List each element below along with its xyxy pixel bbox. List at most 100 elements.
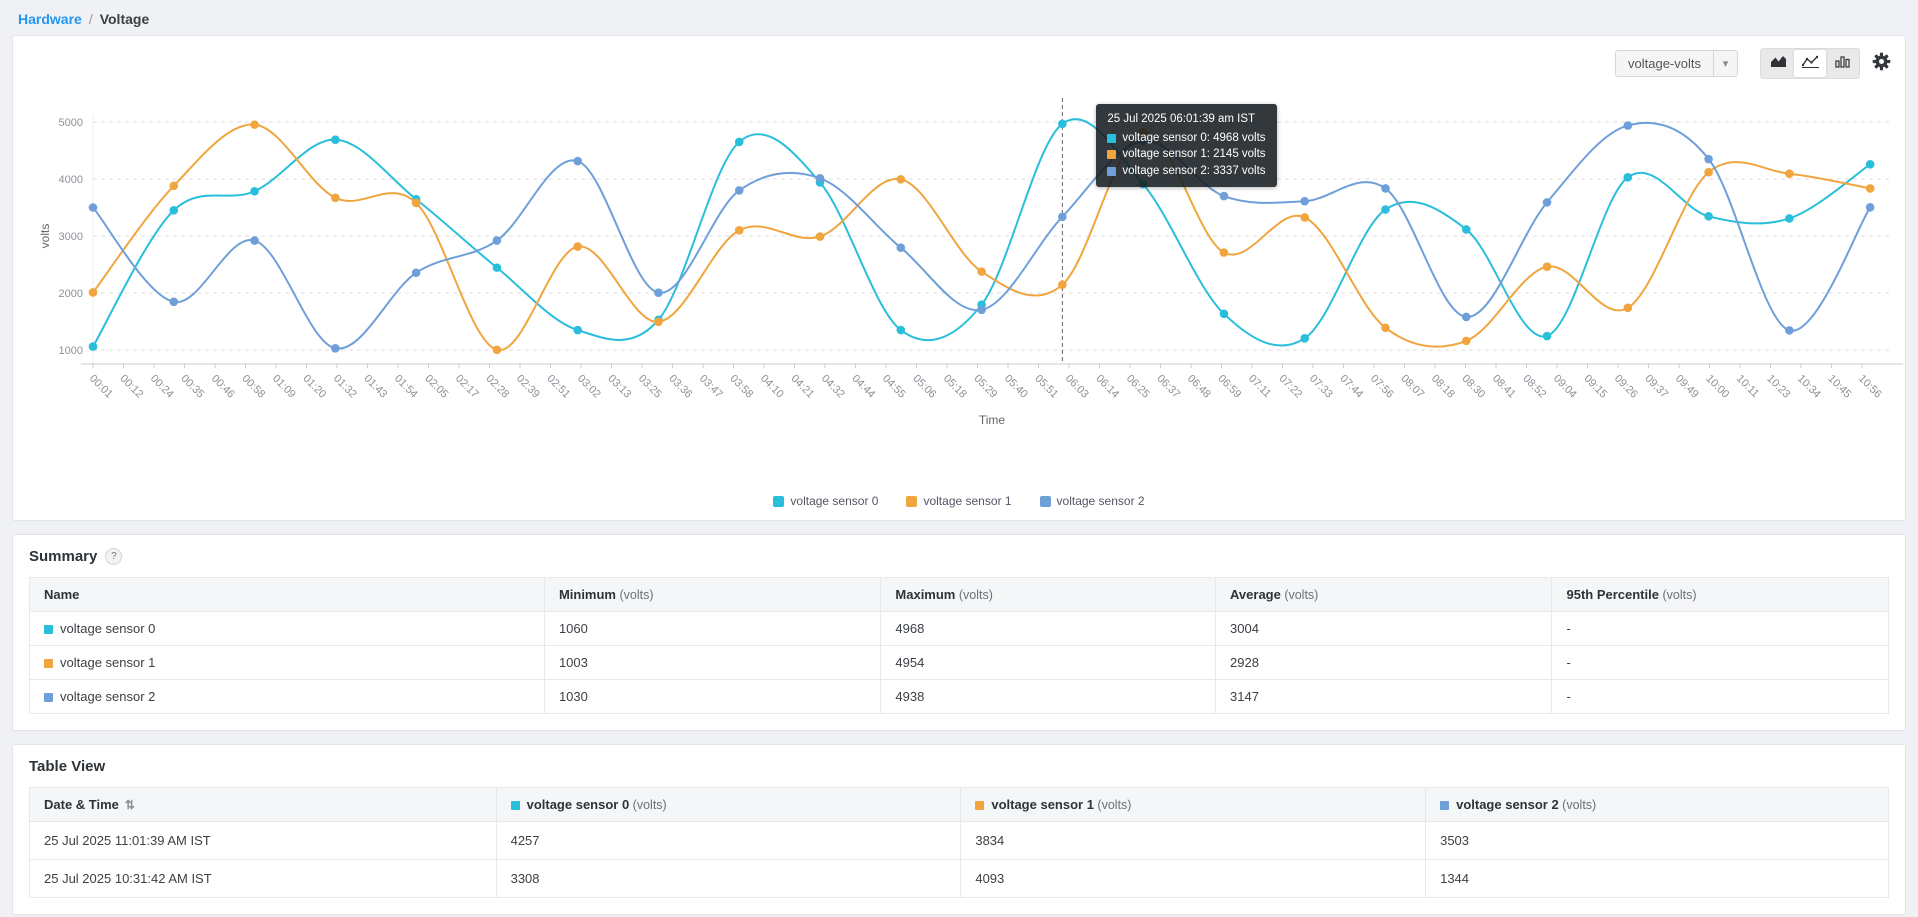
- data-point-marker[interactable]: [573, 325, 582, 335]
- area-chart-button[interactable]: [1762, 50, 1794, 77]
- data-point-marker[interactable]: [977, 267, 986, 276]
- data-point-marker[interactable]: [1542, 262, 1552, 271]
- data-point-marker[interactable]: [573, 156, 582, 166]
- data-point-marker[interactable]: [896, 174, 906, 184]
- x-axis-tick: 04:44: [849, 373, 877, 401]
- bar-chart-button[interactable]: [1826, 50, 1858, 77]
- data-point-marker[interactable]: [1461, 312, 1471, 322]
- series-swatch-icon: [906, 495, 918, 507]
- data-point-marker[interactable]: [654, 288, 663, 298]
- data-point-marker[interactable]: [1461, 336, 1471, 346]
- data-point-marker[interactable]: [977, 305, 986, 315]
- data-point-marker[interactable]: [250, 186, 259, 196]
- legend-label: voltage sensor 0: [790, 494, 879, 508]
- data-point-marker[interactable]: [1461, 225, 1471, 234]
- data-point-marker[interactable]: [1058, 119, 1067, 129]
- x-axis-tick: 01:32: [331, 373, 359, 401]
- data-point-marker[interactable]: [1300, 213, 1310, 222]
- data-point-marker[interactable]: [331, 343, 340, 353]
- legend-item[interactable]: voltage sensor 2: [1039, 494, 1145, 508]
- data-point-marker[interactable]: [1058, 212, 1067, 222]
- x-axis-tick: 05:18: [941, 373, 969, 401]
- data-point-marker[interactable]: [492, 345, 502, 355]
- data-point-marker[interactable]: [1542, 198, 1552, 207]
- data-point-marker[interactable]: [169, 181, 179, 191]
- data-point-marker[interactable]: [88, 342, 98, 351]
- data-point-marker[interactable]: [411, 198, 421, 208]
- data-point-marker[interactable]: [88, 203, 98, 212]
- data-point-marker[interactable]: [1381, 205, 1390, 214]
- data-point-marker[interactable]: [331, 135, 340, 144]
- data-point-marker[interactable]: [1623, 172, 1633, 182]
- data-point-marker[interactable]: [734, 226, 744, 235]
- data-point-marker[interactable]: [250, 120, 259, 129]
- data-point-marker[interactable]: [1219, 248, 1229, 257]
- data-point-marker[interactable]: [250, 236, 259, 245]
- data-point-marker[interactable]: [88, 288, 98, 297]
- summary-column-header: Name: [29, 577, 545, 612]
- data-point-marker[interactable]: [1704, 167, 1713, 177]
- data-point-marker[interactable]: [331, 193, 340, 203]
- x-axis-tick: 06:59: [1215, 373, 1243, 401]
- data-point-marker[interactable]: [1623, 303, 1633, 313]
- data-point-marker[interactable]: [734, 186, 744, 195]
- data-point-marker[interactable]: [1623, 121, 1633, 130]
- data-point-marker[interactable]: [1058, 280, 1067, 290]
- data-point-marker[interactable]: [1219, 191, 1229, 201]
- data-point-marker[interactable]: [169, 206, 179, 215]
- x-axis-tick: 02:05: [422, 373, 450, 401]
- table-cell: 4968: [880, 611, 1217, 646]
- legend-item[interactable]: voltage sensor 1: [906, 494, 1012, 508]
- metric-dropdown[interactable]: voltage-volts ▾: [1615, 50, 1738, 77]
- x-axis-tick: 09:49: [1673, 373, 1701, 401]
- data-point-marker[interactable]: [1785, 169, 1794, 178]
- x-axis-tick: 03:36: [666, 373, 694, 401]
- line-chart-button[interactable]: [1794, 50, 1826, 77]
- data-point-marker[interactable]: [1219, 309, 1229, 319]
- summary-column-header: Minimum (volts): [543, 577, 882, 612]
- data-point-marker[interactable]: [896, 325, 906, 335]
- data-point-marker[interactable]: [815, 232, 825, 241]
- data-point-marker[interactable]: [896, 243, 906, 252]
- series-swatch-icon: [1039, 495, 1051, 507]
- help-icon[interactable]: ?: [105, 548, 123, 565]
- tableview-column-header[interactable]: Date & Time ⇅: [29, 787, 497, 822]
- data-point-marker[interactable]: [1704, 154, 1713, 164]
- data-point-marker[interactable]: [1542, 331, 1552, 341]
- breadcrumb-link-hardware[interactable]: Hardware: [18, 11, 82, 27]
- table-cell: 4938: [880, 679, 1217, 714]
- table-view-panel: Table View Date & Time ⇅ voltage sensor 0 …: [12, 744, 1906, 915]
- table-cell: voltage sensor 1: [29, 645, 545, 680]
- summary-column-header: Maximum (volts): [880, 577, 1217, 612]
- data-point-marker[interactable]: [1865, 184, 1875, 193]
- data-point-marker[interactable]: [1300, 196, 1310, 206]
- legend-item[interactable]: voltage sensor 0: [773, 494, 878, 508]
- line-chart[interactable]: 1000 2000 3000 4000 5000 00:01 00:12 00:24 00:35…: [13, 36, 1905, 520]
- data-point-marker[interactable]: [654, 317, 663, 327]
- data-point-marker[interactable]: [1785, 326, 1794, 335]
- data-point-marker[interactable]: [1381, 323, 1390, 333]
- data-point-marker[interactable]: [169, 297, 179, 307]
- x-axis-tick: 05:40: [1002, 373, 1030, 401]
- chevron-down-icon[interactable]: ▾: [1713, 51, 1737, 76]
- data-point-marker[interactable]: [1785, 214, 1794, 223]
- x-axis-tick: 07:44: [1337, 373, 1365, 401]
- data-point-marker[interactable]: [1865, 203, 1875, 212]
- x-axis-tick: 10:34: [1795, 373, 1823, 401]
- table-cell: -: [1551, 611, 1889, 646]
- data-point-marker[interactable]: [1381, 184, 1390, 193]
- summary-title: Summary: [29, 548, 98, 565]
- x-axis-tick: 10:00: [1703, 373, 1731, 401]
- data-point-marker[interactable]: [815, 173, 825, 183]
- data-point-marker[interactable]: [492, 263, 502, 272]
- data-point-marker[interactable]: [573, 242, 582, 251]
- data-point-marker[interactable]: [1865, 160, 1875, 169]
- data-point-marker[interactable]: [411, 268, 421, 278]
- data-point-marker[interactable]: [1300, 334, 1310, 343]
- settings-button[interactable]: /* teeth built below */: [1872, 52, 1891, 76]
- data-point-marker[interactable]: [1704, 212, 1713, 221]
- chart-canvas[interactable]: 1000 2000 3000 4000 5000 00:01 00:12 00:24 00:35…: [13, 36, 1903, 456]
- data-point-marker[interactable]: [492, 236, 502, 245]
- sort-icon[interactable]: ⇅: [124, 798, 135, 812]
- data-point-marker[interactable]: [734, 137, 744, 147]
